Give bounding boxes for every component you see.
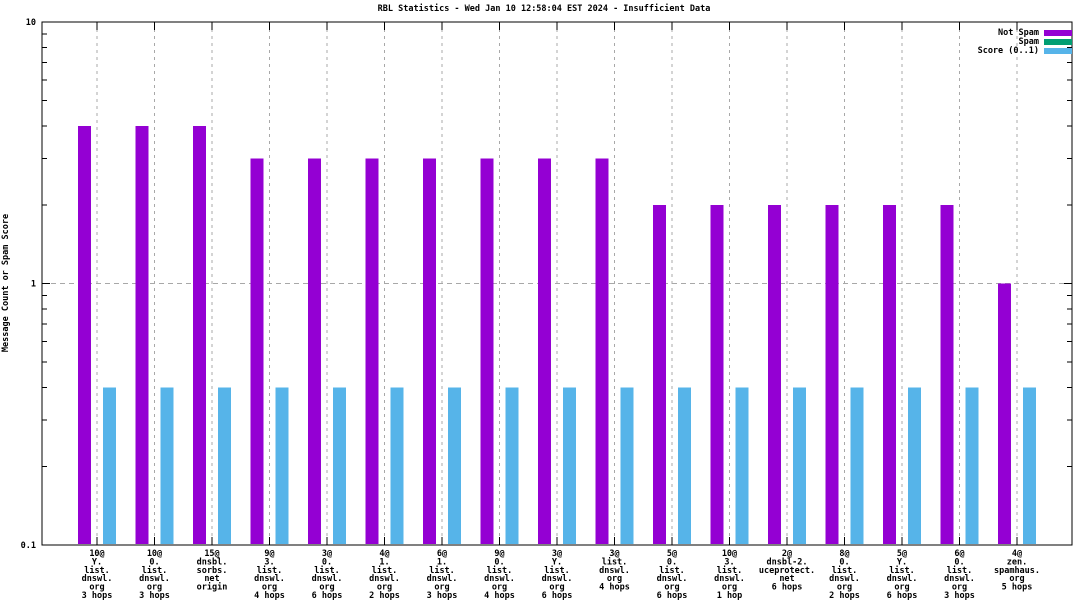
bar-not-spam-4 bbox=[308, 158, 321, 544]
legend-swatch-spam bbox=[1044, 39, 1072, 45]
legend-label-spam: Spam bbox=[1018, 37, 1039, 47]
x-tick-label: 4@ 1. list. dnswl. org 2 hops bbox=[369, 549, 400, 601]
bar-not-spam-14 bbox=[883, 204, 896, 545]
bar-score-0-1-6 bbox=[448, 387, 461, 544]
legend-swatch-not-spam bbox=[1044, 30, 1072, 36]
y-tick-label: 10 bbox=[26, 18, 36, 28]
bar-not-spam-8 bbox=[538, 158, 551, 544]
x-tick-label: 8@ 0. list. dnswl. org 2 hops bbox=[829, 549, 860, 601]
bar-not-spam-2 bbox=[193, 126, 206, 544]
bar-score-0-1-11 bbox=[735, 387, 749, 544]
x-tick-label: 15@ dnsbl. sorbs. net origin bbox=[197, 549, 228, 593]
bar-not-spam-10 bbox=[653, 204, 666, 545]
x-tick-label: 5@ Y. list. dnswl. org 6 hops bbox=[887, 549, 918, 601]
bar-score-0-1-12 bbox=[793, 387, 806, 544]
bar-not-spam-16 bbox=[998, 283, 1011, 544]
x-tick-label: 4@ zen. spamhaus. org 5 hops bbox=[994, 549, 1040, 593]
bar-score-0-1-0 bbox=[103, 387, 116, 544]
y-tick-label: 0.1 bbox=[21, 541, 36, 551]
x-tick-label: 2@ dnsbl-2. uceprotect. net 6 hops bbox=[759, 549, 815, 593]
legend-item-score: Score (0..1) bbox=[978, 47, 1072, 55]
bar-not-spam-9 bbox=[595, 158, 609, 544]
bar-score-0-1-15 bbox=[965, 387, 979, 544]
bar-score-0-1-1 bbox=[160, 387, 174, 544]
legend-swatch-score bbox=[1044, 48, 1072, 54]
x-tick-label: 10@ 0. list. dnswl. org 3 hops bbox=[139, 549, 170, 601]
bar-score-0-1-10 bbox=[678, 387, 691, 544]
legend-item-spam: Spam bbox=[978, 38, 1072, 46]
x-tick-label: 3@ Y. list. dnswl. org 6 hops bbox=[542, 549, 573, 601]
legend-item-not-spam: Not Spam bbox=[978, 29, 1072, 37]
x-tick-label: 3@ 0. list. dnswl. org 6 hops bbox=[312, 549, 343, 601]
legend: Not Spam Spam Score (0..1) bbox=[978, 29, 1072, 55]
bar-score-0-1-2 bbox=[218, 387, 231, 544]
x-tick-label: 6@ 0. list. dnswl. org 3 hops bbox=[944, 549, 975, 601]
bar-not-spam-5 bbox=[365, 158, 379, 544]
bar-score-0-1-3 bbox=[275, 387, 289, 544]
legend-label-not-spam: Not Spam bbox=[998, 28, 1039, 38]
y-tick-label: 1 bbox=[31, 280, 36, 290]
y-axis-label: Message Count or Spam Score bbox=[1, 214, 11, 352]
bar-not-spam-6 bbox=[423, 158, 436, 544]
bar-score-0-1-9 bbox=[620, 387, 634, 544]
bar-not-spam-13 bbox=[825, 204, 839, 545]
bar-score-0-1-8 bbox=[563, 387, 576, 544]
plot-border bbox=[41, 21, 1073, 546]
bar-score-0-1-4 bbox=[333, 387, 346, 544]
bar-not-spam-12 bbox=[768, 204, 781, 545]
bar-not-spam-11 bbox=[710, 204, 724, 545]
bar-score-0-1-13 bbox=[850, 387, 864, 544]
bar-not-spam-3 bbox=[250, 158, 264, 544]
x-tick-label: 5@ 0. list. dnswl. org 6 hops bbox=[657, 549, 688, 601]
bar-not-spam-0 bbox=[78, 126, 91, 544]
x-tick-label: 3@ list. dnswl. org 4 hops bbox=[599, 549, 630, 593]
x-tick-label: 6@ 1. list. dnswl. org 3 hops bbox=[427, 549, 458, 601]
bar-not-spam-1 bbox=[135, 126, 149, 544]
bar-score-0-1-16 bbox=[1023, 387, 1036, 544]
chart-title: RBL Statistics - Wed Jan 10 12:58:04 EST… bbox=[377, 4, 711, 14]
x-tick-label: 10@ Y. list. dnswl. org 3 hops bbox=[82, 549, 113, 601]
bar-score-0-1-14 bbox=[908, 387, 921, 544]
bar-not-spam-15 bbox=[940, 204, 954, 545]
x-tick-label: 9@ 0. list. dnswl. org 4 hops bbox=[484, 549, 515, 601]
bar-not-spam-7 bbox=[480, 158, 494, 544]
legend-label-score: Score (0..1) bbox=[977, 46, 1039, 56]
x-tick-label: 9@ 3. list. dnswl. org 4 hops bbox=[254, 549, 285, 601]
bar-score-0-1-5 bbox=[390, 387, 404, 544]
x-tick-label: 10@ 3. list. dnswl. org 1 hop bbox=[714, 549, 745, 601]
bar-score-0-1-7 bbox=[505, 387, 519, 544]
